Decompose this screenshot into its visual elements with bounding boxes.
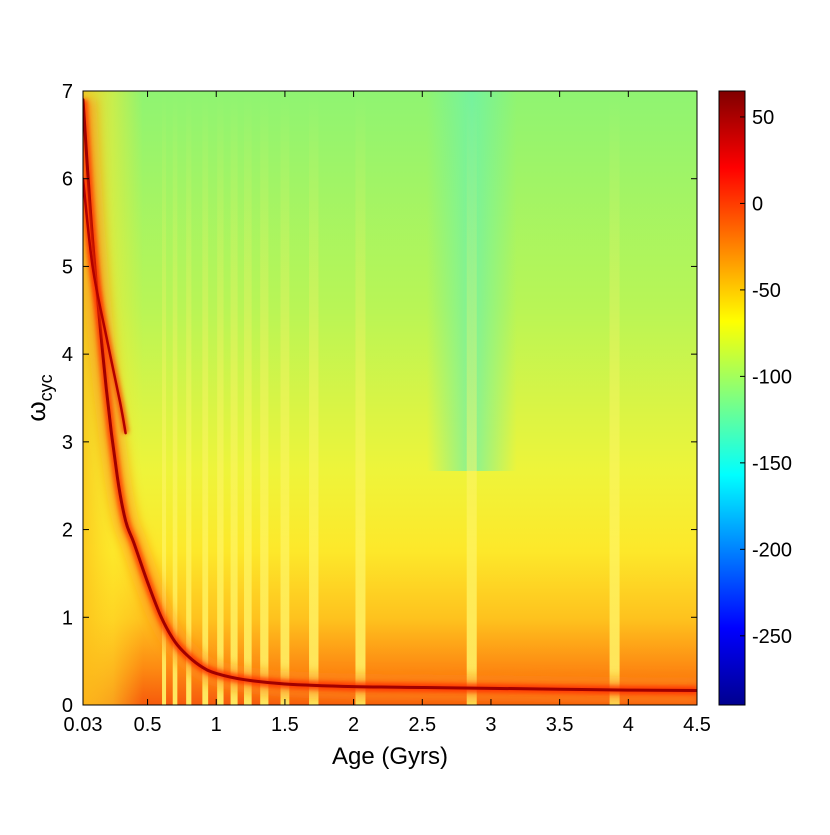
- colorbar-gradient: [718, 90, 746, 706]
- resonance-stripe: [244, 91, 252, 705]
- colorbar-tick-label: -250: [752, 626, 792, 648]
- colorbar-tick-label: -50: [752, 280, 781, 302]
- heatmap-field: [83, 91, 697, 705]
- resonance-stripes: [162, 91, 620, 705]
- resonance-stripe: [217, 91, 224, 705]
- y-axis-label-sub: cyc: [36, 374, 56, 401]
- x-tick-label: 0.5: [134, 714, 162, 736]
- x-tick-label: 2: [348, 714, 359, 736]
- heatmap-background: [83, 91, 697, 705]
- y-axis: 0 1 2 3 4 5 6 7: [62, 81, 697, 717]
- y-tick-label: 1: [62, 607, 73, 629]
- y-tick-label: 2: [62, 520, 73, 542]
- resonance-stripe: [609, 91, 620, 705]
- resonance-stripe: [172, 91, 178, 705]
- x-axis-label: Age (Gyrs): [332, 743, 448, 770]
- y-tick-label: 7: [62, 81, 73, 103]
- x-tick-label: 4.5: [683, 714, 711, 736]
- x-tick-label: 2.5: [408, 714, 436, 736]
- colorbar-tick-label: -150: [752, 453, 792, 475]
- colorbar-tick-label: 0: [752, 193, 763, 215]
- x-tick-label: 4: [623, 714, 634, 736]
- plot-frame: [82, 90, 698, 706]
- resonance-stripe: [309, 91, 319, 705]
- x-tick-label: 1: [211, 714, 222, 736]
- secondary-ridge-line: [83, 177, 127, 435]
- y-tick-label: 5: [62, 256, 73, 278]
- x-tick-label: 3: [485, 714, 496, 736]
- colorbar-tick-label: -200: [752, 539, 792, 561]
- resonance-stripe: [162, 91, 167, 705]
- colorbar-tick-label: 50: [752, 107, 774, 129]
- x-axis: 0.03 0.5 1 1.5 2 2.5 3 3.5 4 4.5: [64, 91, 711, 736]
- y-tick-label: 0: [62, 695, 73, 717]
- y-axis-label-main: ω: [21, 401, 51, 421]
- x-tick-label: 1.5: [271, 714, 299, 736]
- y-axis-label: ωcyc: [21, 374, 56, 421]
- x-tick-label: 3.5: [546, 714, 574, 736]
- resonance-stripe: [260, 91, 269, 705]
- resonance-stripe: [230, 91, 238, 705]
- ridge-line: [83, 98, 697, 693]
- y-tick-label: 3: [62, 432, 73, 454]
- colorbar-ticks: 50 0 -50 -100 -150 -200 -250: [740, 107, 792, 648]
- resonance-stripe: [466, 91, 477, 705]
- resonance-stripe: [186, 91, 192, 705]
- colorbar: 50 0 -50 -100 -150 -200 -250: [718, 90, 792, 706]
- y-tick-label: 6: [62, 169, 73, 191]
- y-tick-label: 4: [62, 344, 73, 366]
- svg-text:ωcyc: ωcyc: [21, 374, 56, 421]
- colorbar-tick-label: -100: [752, 366, 792, 388]
- resonance-stripe: [202, 91, 209, 705]
- x-tick-label: 0.03: [64, 714, 103, 736]
- resonance-stripe: [280, 91, 290, 705]
- resonance-stripe: [355, 91, 366, 705]
